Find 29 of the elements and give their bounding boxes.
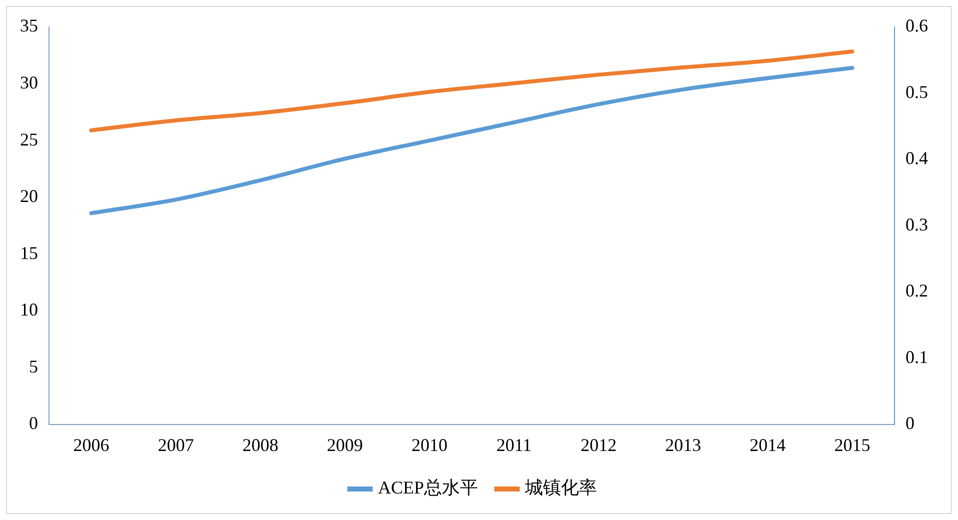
x-tick-label: 2010 [411, 434, 448, 455]
y-tick-label: 5 [29, 356, 38, 376]
y-tick-label: 35 [20, 16, 38, 36]
y2-tick-label: 0.5 [906, 82, 928, 102]
x-tick-label: 2008 [242, 434, 278, 455]
line-series [89, 50, 854, 132]
y-tick-label: 0 [29, 413, 38, 434]
y-tick-label: 20 [20, 186, 38, 206]
y-tick-label: 25 [20, 129, 38, 150]
x-tick-label: 2014 [750, 434, 786, 455]
legend-label: ACEP总水平 [378, 478, 478, 498]
y2-tick-label: 0.3 [906, 214, 928, 234]
y-tick-label: 30 [20, 72, 38, 93]
legend-label: 城镇化率 [524, 478, 598, 498]
y2-tick-label: 0.4 [906, 148, 928, 168]
x-tick-label: 2015 [834, 434, 870, 455]
line-series [89, 66, 854, 216]
x-tick-label: 2006 [73, 434, 110, 455]
x-tick-label: 2011 [496, 434, 532, 455]
y2-tick-label: 0.1 [906, 346, 928, 367]
x-tick-label: 2012 [580, 434, 617, 455]
y-tick-label: 10 [20, 300, 38, 320]
y2-tick-label: 0.2 [906, 280, 928, 301]
y2-tick-label: 0 [906, 413, 914, 434]
y-tick-label: 15 [20, 242, 38, 263]
x-tick-label: 2009 [326, 434, 363, 455]
y2-tick-label: 0.6 [906, 16, 928, 36]
x-tick-label: 2013 [665, 434, 702, 455]
x-tick-label: 2007 [158, 434, 194, 455]
